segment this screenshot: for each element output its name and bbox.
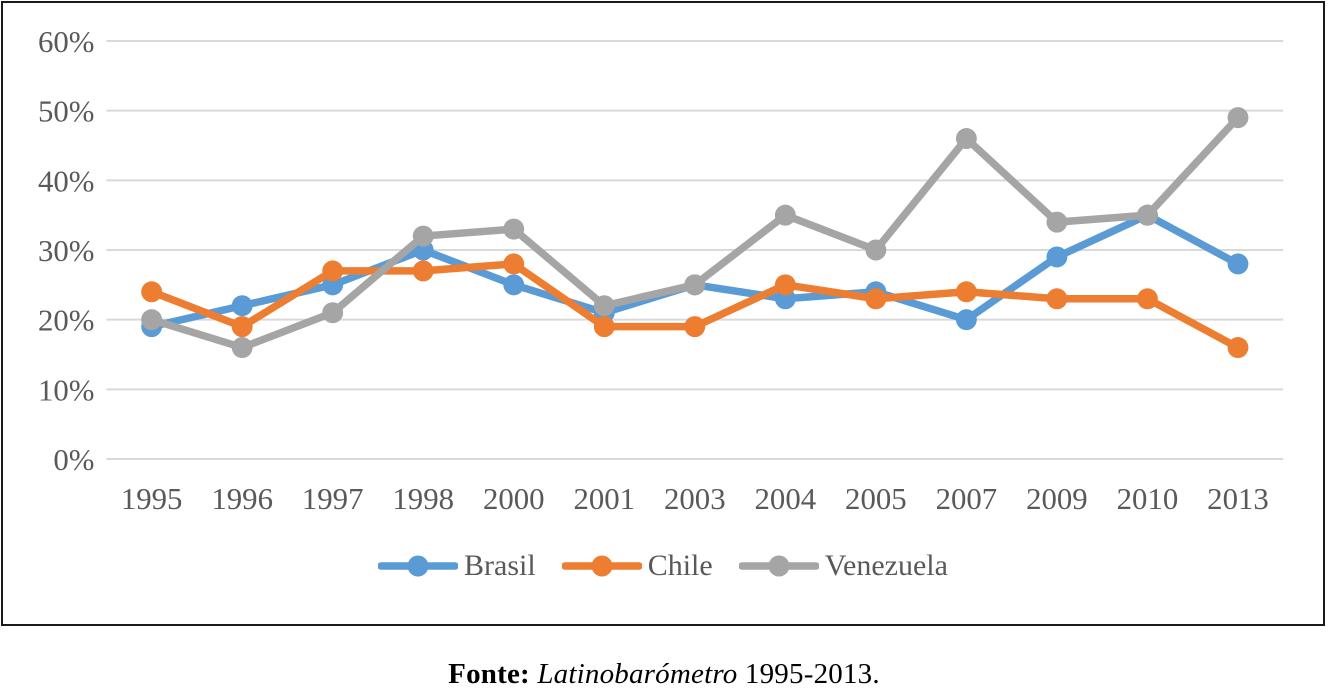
data-point-venezuela bbox=[865, 239, 887, 261]
x-axis-tick-label: 2001 bbox=[573, 481, 635, 516]
data-point-chile bbox=[1227, 337, 1249, 359]
legend-marker-venezuela bbox=[738, 555, 819, 577]
data-point-brasil bbox=[955, 309, 977, 331]
x-axis-tick-label: 1996 bbox=[211, 481, 273, 516]
y-axis-tick-label: 0% bbox=[53, 442, 94, 477]
series-line-brasil bbox=[147, 211, 1242, 331]
data-point-chile bbox=[865, 288, 887, 310]
y-axis-tick-label: 60% bbox=[38, 24, 94, 59]
x-axis-tick-label: 2003 bbox=[664, 481, 726, 516]
data-point-venezuela bbox=[955, 128, 977, 150]
data-point-chile bbox=[503, 253, 525, 275]
series-line-venezuela bbox=[147, 113, 1242, 352]
x-axis-tick-label: 2010 bbox=[1117, 481, 1179, 516]
legend-marker-chile bbox=[561, 555, 642, 577]
data-point-chile bbox=[412, 260, 434, 282]
legend: Brasil Chile Venezuela bbox=[3, 551, 1323, 581]
line-chart: 0% 10% 20% 30% 40% 50% 60% 1995 1996 1997 1998 2000… bbox=[38, 24, 1284, 516]
data-point-chile bbox=[231, 316, 253, 338]
legend-marker-brasil bbox=[378, 555, 459, 577]
data-point-venezuela bbox=[231, 337, 253, 359]
legend-label-brasil: Brasil bbox=[464, 549, 536, 582]
y-axis-tick-label: 50% bbox=[38, 94, 94, 129]
source-years: 1995-2013. bbox=[744, 658, 880, 690]
data-point-venezuela bbox=[684, 274, 706, 296]
x-axis-tick-label: 2000 bbox=[483, 481, 545, 516]
data-point-chile bbox=[774, 274, 796, 296]
chart-frame: 0% 10% 20% 30% 40% 50% 60% 1995 1996 1997 1998 2000… bbox=[1, 1, 1325, 626]
data-point-chile bbox=[684, 316, 706, 338]
data-point-brasil bbox=[231, 295, 253, 317]
legend-item-chile: Chile bbox=[561, 549, 713, 582]
legend-dot-chile bbox=[591, 555, 613, 577]
data-point-brasil bbox=[503, 274, 525, 296]
y-axis-tick-label: 40% bbox=[38, 163, 94, 198]
x-axis-tick-label: 2007 bbox=[936, 481, 998, 516]
legend-item-venezuela: Venezuela bbox=[738, 549, 948, 582]
x-axis-tick-label: 1997 bbox=[302, 481, 364, 516]
y-axis-tick-label: 10% bbox=[38, 372, 94, 407]
data-point-venezuela bbox=[503, 218, 525, 240]
data-point-venezuela bbox=[1137, 204, 1158, 226]
legend-label-chile: Chile bbox=[647, 549, 713, 582]
data-point-venezuela bbox=[593, 295, 615, 317]
data-point-chile bbox=[1137, 288, 1158, 310]
x-axis-tick-label: 2005 bbox=[845, 481, 907, 516]
x-axis-tick-label: 2009 bbox=[1026, 481, 1088, 516]
data-point-venezuela bbox=[1227, 107, 1249, 129]
x-axis-tick-label: 2004 bbox=[755, 481, 817, 516]
legend-label-venezuela: Venezuela bbox=[824, 549, 948, 582]
data-point-chile bbox=[141, 281, 163, 303]
source-name: Latinobarómetro bbox=[537, 658, 738, 690]
y-axis-tick-label: 30% bbox=[38, 233, 94, 268]
data-point-venezuela bbox=[322, 302, 344, 324]
x-axis-tick-label: 1998 bbox=[392, 481, 454, 516]
legend-item-brasil: Brasil bbox=[378, 551, 536, 581]
x-axis-tick-label: 1995 bbox=[121, 481, 183, 516]
data-point-chile bbox=[322, 260, 344, 282]
y-axis-tick-label: 20% bbox=[38, 303, 94, 338]
data-point-venezuela bbox=[774, 204, 796, 226]
legend-dot-venezuela bbox=[768, 555, 790, 577]
data-point-venezuela bbox=[141, 309, 163, 331]
legend-dot-brasil bbox=[407, 555, 429, 577]
data-point-venezuela bbox=[412, 225, 434, 247]
x-axis-tick-label: 2013 bbox=[1207, 481, 1269, 516]
data-point-venezuela bbox=[1046, 211, 1068, 233]
source-caption: Fonte: Latinobarómetro 1995-2013. bbox=[0, 658, 1328, 691]
data-point-chile bbox=[1046, 288, 1068, 310]
data-point-chile bbox=[593, 316, 615, 338]
data-point-chile bbox=[955, 281, 977, 303]
source-label: Fonte: bbox=[448, 658, 530, 690]
data-point-brasil bbox=[1227, 253, 1249, 275]
data-point-brasil bbox=[1046, 246, 1068, 268]
